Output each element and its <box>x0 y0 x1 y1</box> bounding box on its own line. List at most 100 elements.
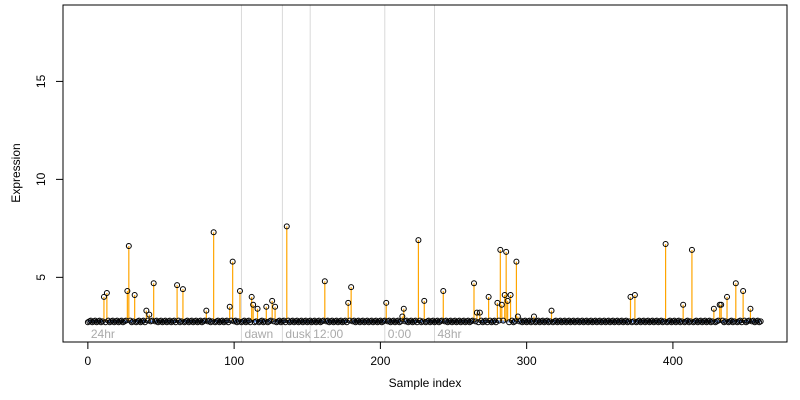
baseline-point <box>511 318 518 325</box>
baseline-point <box>741 317 748 324</box>
baseline-point <box>140 317 147 324</box>
peak-point <box>250 301 257 308</box>
baseline-point <box>702 317 709 324</box>
baseline-point <box>209 318 216 325</box>
vertical-marker-label: 0:00 <box>388 327 412 341</box>
baseline-point <box>359 317 366 324</box>
baseline-point <box>601 317 608 324</box>
peak-point <box>498 301 505 308</box>
baseline-point <box>166 317 173 324</box>
peak-point <box>179 286 186 293</box>
peak-point <box>513 258 520 265</box>
baseline-point <box>434 317 441 324</box>
baseline-point <box>118 317 125 324</box>
baseline-point <box>280 317 287 324</box>
baseline-point <box>649 317 656 324</box>
baseline-point <box>687 318 694 325</box>
peak-point <box>383 299 390 306</box>
baseline-point <box>267 317 274 324</box>
baseline-point <box>102 319 109 326</box>
peak-point <box>400 305 407 312</box>
baseline-point <box>456 317 463 324</box>
baseline-point <box>247 319 254 326</box>
peak-point <box>631 291 638 298</box>
baseline-point <box>517 317 524 324</box>
baseline-point <box>750 317 757 324</box>
baseline-point <box>298 317 305 324</box>
baseline-point <box>492 319 499 326</box>
baseline-point <box>333 317 340 324</box>
baseline-point <box>285 317 292 324</box>
peak-stems <box>103 226 752 322</box>
peak-point <box>272 303 279 310</box>
baseline-point <box>394 317 401 324</box>
peak-point <box>236 288 243 295</box>
baseline-point <box>193 317 200 324</box>
baseline-point <box>614 317 621 324</box>
baseline-point <box>658 317 665 324</box>
x-axis: 0 100 200 300 400 <box>85 341 683 368</box>
baseline-point <box>351 317 358 324</box>
peak-point <box>504 297 511 304</box>
baseline-point <box>403 317 410 324</box>
baseline-point <box>413 319 420 326</box>
baseline-point <box>737 317 744 324</box>
vertical-marker-label: 12:00 <box>313 327 343 341</box>
baseline-point <box>355 317 362 324</box>
peak-point <box>203 307 210 314</box>
baseline-point <box>495 317 502 324</box>
baseline-point <box>276 317 283 324</box>
baseline-point <box>661 318 668 325</box>
peak-point <box>100 293 107 300</box>
baseline-point <box>419 318 426 325</box>
baseline-point <box>381 317 388 324</box>
baseline-point <box>364 317 371 324</box>
peak-point <box>718 301 725 308</box>
baseline-point <box>178 318 185 325</box>
baseline-point <box>592 317 599 324</box>
vertical-markers <box>240 5 436 342</box>
baseline-point <box>342 317 349 324</box>
baseline-point <box>219 317 226 324</box>
peak-point <box>321 278 328 285</box>
baseline-point <box>324 317 331 324</box>
peak-point <box>710 305 717 312</box>
baseline-point <box>636 317 643 324</box>
baseline-point <box>715 317 722 324</box>
baseline-point <box>368 317 375 324</box>
baseline-point <box>386 317 393 324</box>
baseline-point <box>377 317 384 324</box>
baseline-point <box>171 317 178 324</box>
baseline-point <box>472 318 479 325</box>
peak-point <box>740 288 747 295</box>
baseline-point <box>605 317 612 324</box>
x-tick-label: 0 <box>85 354 92 368</box>
vertical-marker-label: 48hr <box>438 327 462 341</box>
peak-point <box>143 307 150 314</box>
baseline-point <box>162 317 169 324</box>
y-tick-label: 10 <box>34 172 48 186</box>
y-axis: 5 10 15 <box>34 74 64 281</box>
baseline-point <box>225 319 232 326</box>
baseline-point <box>574 317 581 324</box>
baseline-point <box>666 317 673 324</box>
baseline-point <box>258 317 265 324</box>
baseline-point <box>539 317 546 324</box>
baseline-point <box>412 317 419 324</box>
x-tick-label: 300 <box>517 354 537 368</box>
baseline-point <box>172 319 179 326</box>
y-axis-title: Expression <box>9 143 23 202</box>
baseline-point <box>722 318 729 325</box>
baseline-point <box>215 317 222 324</box>
peak-point <box>248 293 255 300</box>
baseline-point <box>757 318 764 325</box>
peak-point <box>503 248 510 255</box>
baseline-point <box>478 317 485 324</box>
baseline-point <box>223 317 230 324</box>
baseline-point <box>373 317 380 324</box>
peak-point <box>263 303 270 310</box>
baseline-point <box>311 317 318 324</box>
baseline-point <box>337 317 344 324</box>
baseline-point <box>535 317 542 324</box>
